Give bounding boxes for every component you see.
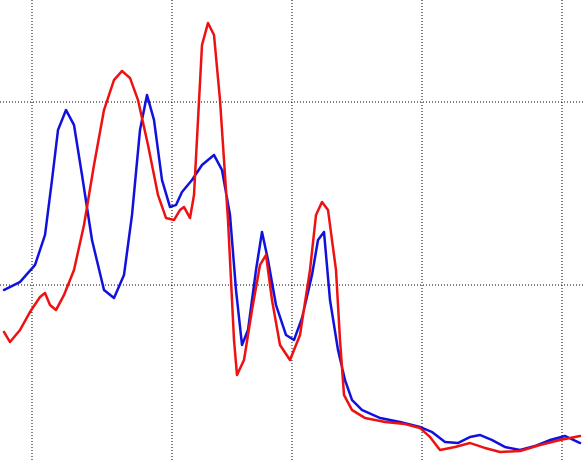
line-series <box>2 93 582 452</box>
line-series <box>2 21 582 454</box>
